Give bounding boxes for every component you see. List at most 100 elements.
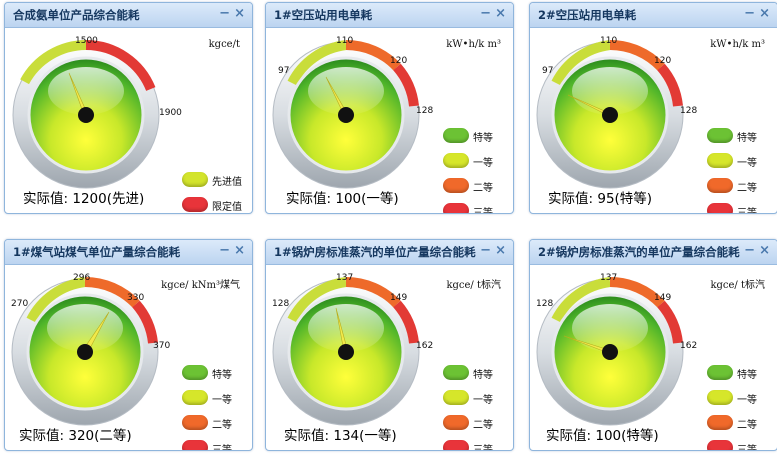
panel-title: 1#煤气站煤气单位产量综合能耗: [13, 245, 181, 259]
minimize-icon[interactable]: −: [219, 243, 230, 258]
legend-label: 一等: [212, 395, 232, 406]
actual-reading: 100(一等): [335, 191, 399, 207]
panel-header[interactable]: 1#空压站用电单耗 − ×: [266, 3, 513, 28]
needle-hub: [338, 344, 354, 360]
legend-item: 特等: [707, 364, 771, 382]
panel-header[interactable]: 合成氨单位产品综合能耗 − ×: [5, 3, 252, 28]
legend-label: 三等: [737, 445, 757, 451]
close-icon[interactable]: ×: [759, 243, 770, 258]
actual-reading: 95(特等): [597, 191, 653, 207]
legend-label: 先进值: [212, 177, 242, 188]
needle-hub: [602, 107, 618, 123]
legend-item: 二等: [182, 414, 246, 432]
actual-value: 实际值: 100(一等): [286, 187, 399, 207]
close-icon[interactable]: ×: [759, 6, 770, 21]
legend-item: 三等: [443, 202, 507, 213]
unit-label: kgce/t: [208, 39, 240, 50]
minimize-icon[interactable]: −: [744, 243, 755, 258]
minimize-icon[interactable]: −: [219, 6, 230, 21]
panel-title: 2#空压站用电单耗: [538, 8, 637, 22]
minimize-icon[interactable]: −: [480, 6, 491, 21]
panel-title: 2#锅炉房标准蒸汽的单位产量综合能耗: [538, 245, 740, 259]
legend-swatch: [182, 365, 208, 380]
close-icon[interactable]: ×: [495, 243, 506, 258]
panel-header[interactable]: 1#锅炉房标准蒸汽的单位产量综合能耗 − ×: [266, 240, 513, 265]
legend-swatch: [443, 365, 469, 380]
tick-label: 110: [600, 36, 617, 46]
gauge-dial: 97 110 120 128: [272, 36, 433, 189]
tick-label: 110: [336, 36, 353, 46]
tick-label: 370: [153, 341, 170, 351]
panel-header[interactable]: 1#煤气站煤气单位产量综合能耗 − ×: [5, 240, 252, 265]
tick-label: 137: [600, 273, 617, 283]
tick-label: 1500: [75, 36, 98, 46]
legend-item: 一等: [182, 389, 246, 407]
legend-item: 特等: [182, 364, 246, 382]
legend-swatch: [443, 440, 469, 450]
legend-label: 二等: [212, 420, 232, 431]
legend-item: 一等: [443, 152, 507, 170]
legend-swatch: [443, 390, 469, 405]
actual-label: 实际值:: [548, 191, 594, 207]
close-icon[interactable]: ×: [234, 6, 245, 21]
legend-label: 特等: [737, 133, 757, 144]
legend-swatch: [443, 415, 469, 430]
actual-value: 实际值: 95(特等): [548, 187, 652, 207]
tick-label: 128: [416, 106, 433, 116]
panel-header[interactable]: 2#锅炉房标准蒸汽的单位产量综合能耗 − ×: [530, 240, 777, 265]
legend-label: 一等: [737, 158, 757, 169]
actual-value: 实际值: 134(一等): [284, 424, 397, 444]
tick-label: 149: [390, 293, 407, 303]
legend-label: 二等: [737, 183, 757, 194]
close-icon[interactable]: ×: [234, 243, 245, 258]
gauge-dial: 128 137 149 162: [536, 273, 697, 426]
tick-label: 162: [416, 341, 433, 351]
minimize-icon[interactable]: −: [744, 6, 755, 21]
panel-boiler-2: 2#锅炉房标准蒸汽的单位产量综合能耗 − × kgce/ t标汽 128 137…: [529, 239, 777, 451]
legend: 特等 一等 二等 三等: [707, 127, 771, 214]
gauge-dial: 1500 1900: [12, 36, 182, 189]
actual-reading: 134(一等): [333, 428, 397, 444]
legend-label: 二等: [473, 420, 493, 431]
legend-item: 一等: [707, 152, 771, 170]
actual-value: 实际值: 1200(先进): [23, 187, 144, 207]
tick-label: 128: [272, 299, 289, 309]
legend-item: 二等: [443, 414, 507, 432]
unit-label: kW•h/k m³: [710, 39, 765, 50]
legend-swatch: [182, 197, 208, 212]
legend-swatch: [182, 440, 208, 450]
legend: 特等 一等 二等 三等: [443, 127, 507, 213]
legend-item: 三等: [443, 439, 507, 450]
panel-header[interactable]: 2#空压站用电单耗 − ×: [530, 3, 777, 28]
tick-label: 270: [11, 299, 28, 309]
close-icon[interactable]: ×: [495, 6, 506, 21]
panel-title: 1#空压站用电单耗: [274, 8, 373, 22]
legend-item: 特等: [443, 127, 507, 145]
legend-swatch: [707, 153, 733, 168]
tick-label: 137: [336, 273, 353, 283]
gauge-dial: 128 137 149 162: [272, 273, 433, 426]
legend-item: 先进值: [182, 171, 246, 189]
panel-title: 合成氨单位产品综合能耗: [13, 8, 140, 22]
arc-limit: [85, 40, 156, 92]
actual-label: 实际值:: [23, 191, 69, 207]
legend-swatch: [707, 128, 733, 143]
legend-label: 二等: [473, 183, 493, 194]
gauge-dial: 97 110 120 128: [536, 36, 697, 189]
minimize-icon[interactable]: −: [480, 243, 491, 258]
panel-ammonia: 合成氨单位产品综合能耗 − × kgce/t 1500 1900 先进值 限定值…: [4, 2, 253, 214]
legend-label: 特等: [473, 370, 493, 381]
legend-item: 二等: [443, 177, 507, 195]
legend-item: 一等: [707, 389, 771, 407]
actual-label: 实际值:: [284, 428, 330, 444]
legend-label: 三等: [737, 208, 757, 214]
legend-item: 特等: [443, 364, 507, 382]
actual-reading: 100(特等): [595, 428, 659, 444]
tick-label: 97: [542, 66, 553, 76]
arc-advanced: [20, 40, 87, 85]
legend-swatch: [443, 128, 469, 143]
unit-label: kgce/ kNm³煤气: [161, 280, 240, 291]
needle-hub: [602, 344, 618, 360]
unit-label: kgce/ t标汽: [446, 280, 501, 291]
legend-label: 特等: [473, 133, 493, 144]
